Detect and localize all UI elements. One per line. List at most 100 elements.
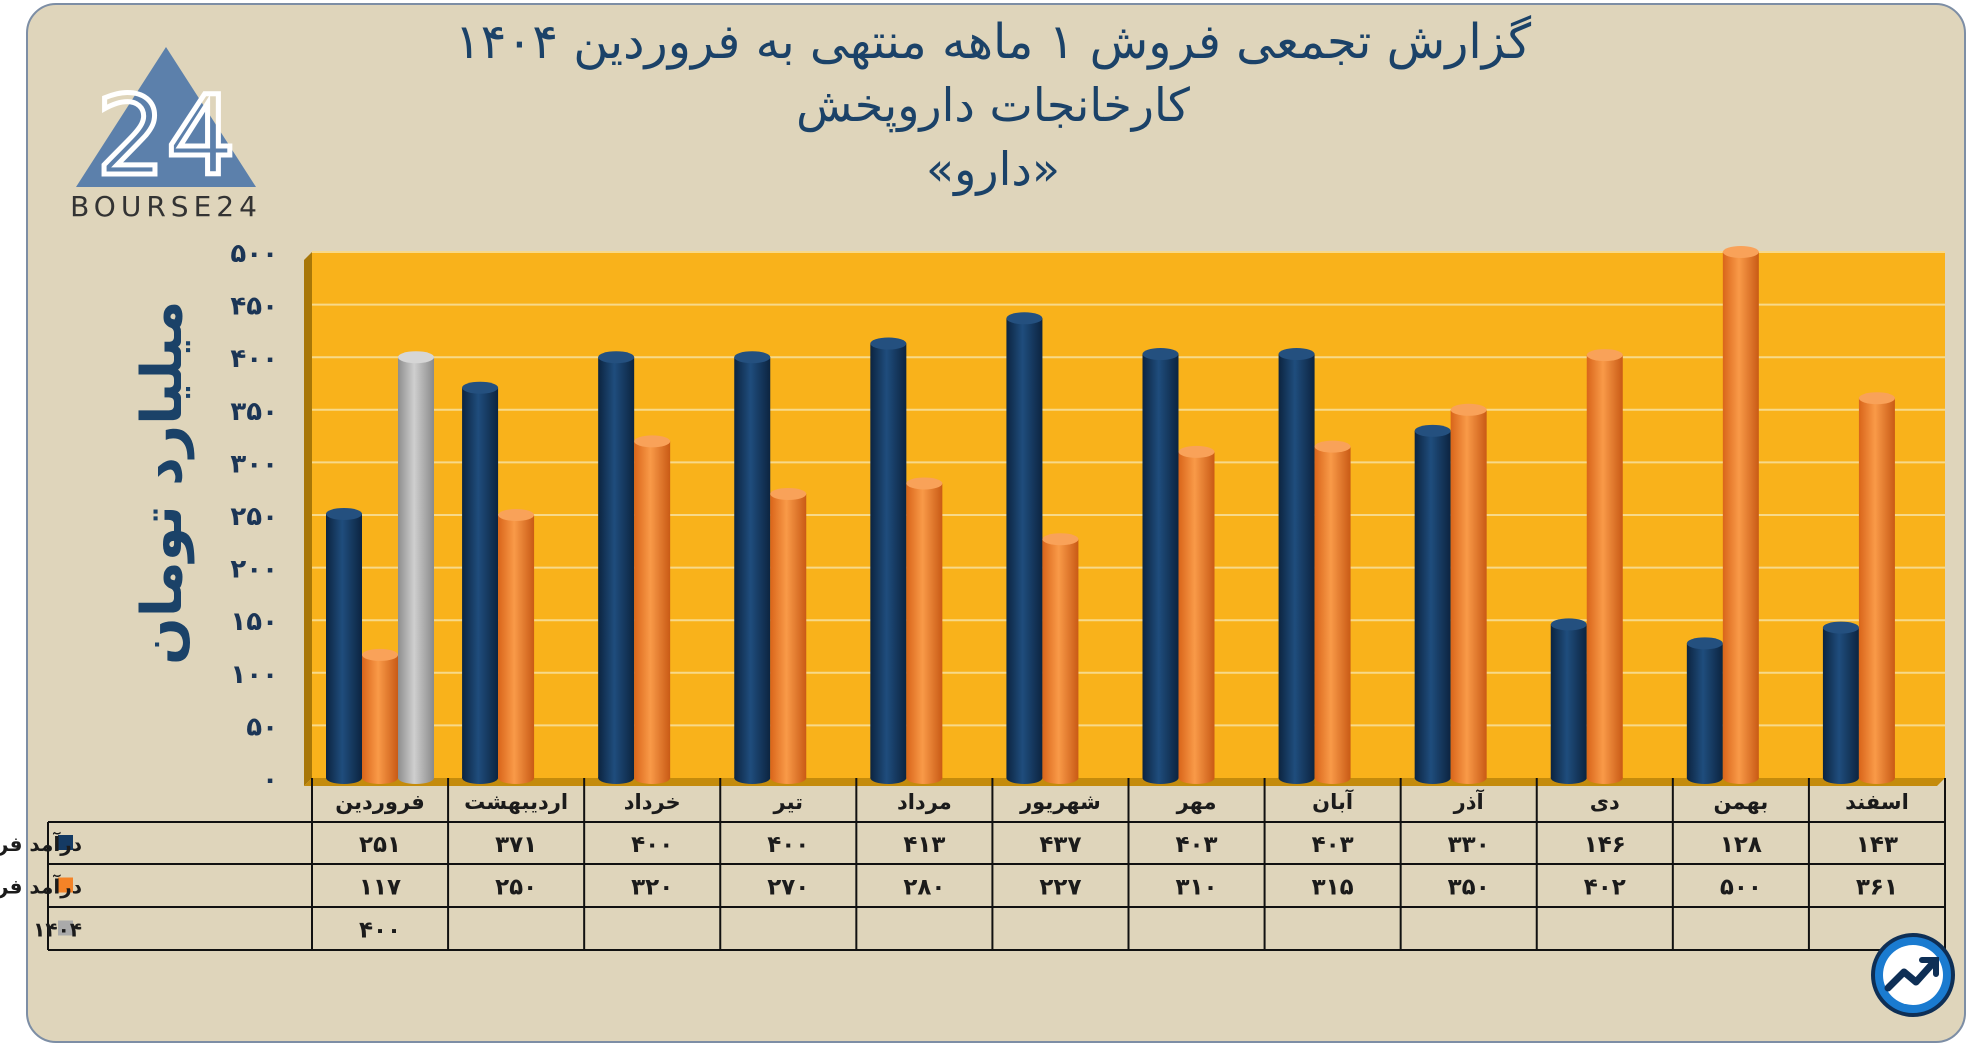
bar-cap [598,351,635,364]
y-tick-label: ۵۰۰ [230,239,278,269]
bar [1858,398,1895,778]
data-label: ۴۱۳ [903,832,945,858]
legend-entry: ۱۴۰۴ [33,918,82,942]
bar [906,483,943,778]
bar [1006,318,1043,778]
y-tick-label: ۴۵۰ [230,292,278,322]
bar [498,515,535,778]
x-tick-label: تیر [773,790,804,814]
bar-base [398,772,434,784]
data-label: ۲۷۰ [767,875,809,901]
legend-entry: درآمد فروش سال ۱۴۰۳ [0,874,82,899]
bar-cap [1178,445,1215,458]
bar-base [634,772,671,784]
bar-cap [362,648,398,661]
bar-cap [906,477,943,490]
bar-cap [498,509,535,521]
bar-cap [1722,246,1759,258]
bar [770,493,807,778]
bar-cap [462,381,499,394]
bar-cap [734,351,771,364]
bar [1414,430,1451,778]
y-tick-label: ۳۵۰ [230,397,278,427]
data-label: ۳۱۵ [1312,875,1354,901]
bar-base [906,772,943,784]
bar-base [1822,772,1859,784]
bar-cap [1858,392,1895,405]
data-label: ۵۰۰ [1720,875,1762,901]
bar-base [1006,772,1043,784]
y-tick-label: ۱۰۰ [230,660,278,690]
x-tick-label: آذر [1453,789,1485,814]
x-tick-label: خرداد [624,790,681,814]
data-label: ۳۷۱ [495,832,537,858]
bar-base [1278,772,1315,784]
data-label: ۱۴۳ [1856,832,1898,858]
bar [362,654,398,778]
bar [1686,643,1723,778]
bar-cap [1278,348,1315,361]
data-label: ۴۰۰ [631,832,673,858]
bar-base [1586,772,1623,784]
data-label: ۴۰۰ [767,832,809,858]
y-tick-label: ۲۰۰ [230,555,278,585]
bar-base [362,772,398,784]
bar-cap [1042,533,1079,546]
bar-cap [1822,621,1859,634]
data-label: ۴۰۳ [1175,832,1217,858]
bar-base [326,772,362,784]
bar-cap [1006,312,1043,325]
data-label: ۴۳۷ [1039,832,1081,858]
bar-base [1722,772,1759,784]
bar-cap [1142,348,1179,361]
bar [398,357,434,778]
legend-swatch [58,920,73,936]
bar [1550,624,1587,778]
chart-subtitle: کارخانجات داروپخش [796,78,1190,132]
bar [462,387,499,778]
legend-entry: درآمد فروش سال ۱۴۰۲ [0,831,82,856]
x-tick-label: فروردین [335,790,425,814]
y-tick-label: ۲۵۰ [230,502,278,532]
x-tick-label: مهر [1176,790,1217,814]
x-tick-label: شهریور [1019,790,1101,814]
bar-base [1414,772,1451,784]
data-label: ۲۸۰ [903,875,945,901]
legend-swatch [58,877,73,893]
bourse24-logo-icon: 24 [76,47,256,203]
data-label: ۳۶۱ [1856,875,1898,901]
data-label: ۳۵۰ [1448,875,1490,901]
data-label: ۴۰۳ [1312,832,1354,858]
x-tick-label: اسفند [1845,790,1909,814]
plot-side-wall [304,252,312,786]
bar-cap [1414,424,1451,437]
bar-cap [1550,618,1587,631]
y-tick-label: ۵۰ [246,712,278,742]
data-label: ۴۰۲ [1584,875,1626,901]
x-tick-label: مرداد [897,790,952,814]
bar [1142,354,1179,778]
bar-base [598,772,635,784]
data-label: ۲۵۰ [495,875,537,901]
bar-base [870,772,907,784]
bar [1822,627,1859,778]
bar-cap [634,435,671,448]
bar-base [1450,772,1487,784]
y-tick-label: ۳۰۰ [230,449,278,479]
bar-cap [1314,440,1351,453]
bar-base [734,772,771,784]
chart-ticker: «دارو» [925,142,1060,196]
bar [1586,355,1623,778]
x-tick-label: اردیبهشت [464,790,568,814]
bar-base [462,772,499,784]
y-tick-label: ۴۰۰ [230,344,278,374]
bar [1314,446,1351,778]
x-tick-label: بهمن [1714,790,1769,814]
bar-cap [1586,349,1623,362]
bar-cap [398,351,434,364]
bar [326,513,362,778]
y-tick-label: ۱۵۰ [230,607,278,637]
bar [1178,451,1215,778]
bar [1042,539,1079,778]
x-tick-label: دی [1590,790,1620,814]
